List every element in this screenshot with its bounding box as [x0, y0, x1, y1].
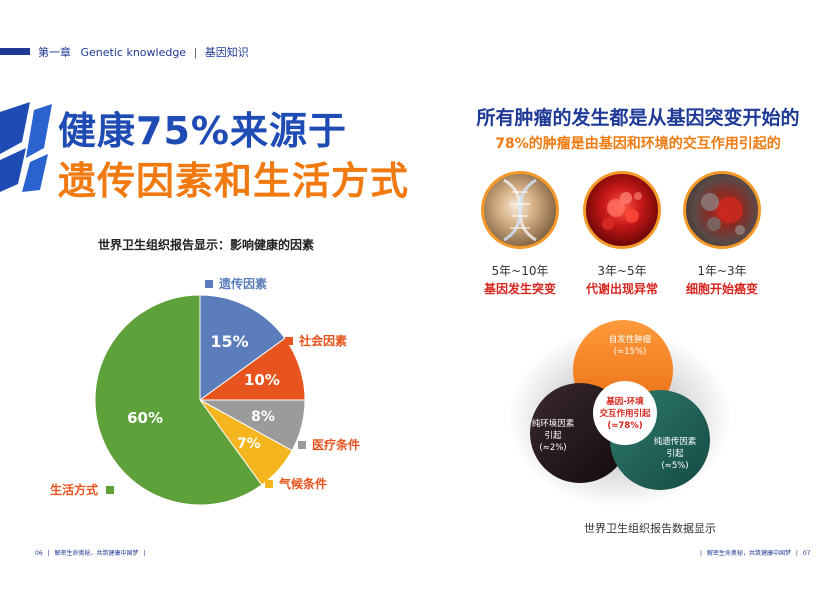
venn-top-line2: (≈15%) — [614, 347, 647, 357]
chapter-number: 第一章 — [38, 46, 71, 59]
legend-lifestyle-label: 生活方式 — [50, 483, 99, 497]
dna-icon — [503, 178, 537, 242]
footer-right-page: 07 — [802, 550, 811, 557]
footer-right: | 解密生命奥秘，共筑健康中国梦 | 07 — [700, 548, 810, 557]
blood-cells-icon — [602, 192, 642, 230]
legend-genetic-swatch — [205, 279, 213, 288]
stage-2-label: 代谢出现异常 — [585, 282, 658, 296]
logo-swoosh-icon — [0, 102, 52, 192]
header-bar — [0, 48, 30, 55]
chapter-chinese: 基因知识 — [204, 46, 249, 59]
legend-social-label: 社会因素 — [299, 334, 348, 348]
footer-left-sep: | — [47, 550, 50, 557]
legend-lifestyle-swatch — [106, 485, 115, 494]
venn-center-line2: 交互作用引起 — [599, 408, 651, 419]
legend-social-swatch — [285, 336, 293, 345]
metabolism-image — [583, 171, 661, 249]
chapter-english: Genetic knowledge — [80, 46, 187, 59]
pie-chart: 15% 10% 8% 7% 60% — [94, 294, 306, 506]
cancer-cell-image — [683, 171, 761, 249]
venn-left-line1: 纯环境因素 — [532, 418, 575, 429]
right-title-line2: 78%的肿瘤是由基因和环境的交互作用引起的 — [495, 136, 781, 152]
venn-right-line3: (≈5%) — [661, 461, 688, 471]
footer-left-text: 解密生命奥秘，共筑健康中国梦 — [54, 550, 139, 557]
venn-center-line3: (≈78%) — [607, 421, 642, 431]
pie-slice-label-3: 7% — [237, 436, 261, 452]
stage-1-time: 5年~10年 — [491, 264, 549, 278]
right-title-line1: 所有肿瘤的发生都是从基因突变开始的 — [476, 107, 800, 129]
legend-medical: 医疗条件 — [298, 436, 360, 453]
legend-social: 社会因素 — [285, 332, 347, 349]
stage-1-label: 基因发生突变 — [483, 282, 556, 296]
legend-lifestyle: 生活方式 — [50, 481, 120, 498]
stage-2-time: 3年~5年 — [597, 264, 647, 278]
venn-left-line3: (≈2%) — [539, 443, 566, 453]
pie-slice-label-0: 15% — [210, 332, 248, 351]
legend-climate-label: 气候条件 — [279, 477, 328, 491]
legend-medical-swatch — [298, 440, 306, 449]
pie-slice-label-1: 10% — [244, 371, 280, 389]
venn-center — [593, 381, 657, 445]
legend-medical-label: 医疗条件 — [312, 438, 361, 452]
main-title-line2: 遗传因素和生活方式 — [58, 159, 410, 203]
pie-slice-4 — [94, 294, 263, 506]
venn-right-line1: 纯遗传因素 — [654, 436, 697, 447]
legend-genetic-label: 遗传因素 — [219, 277, 268, 291]
chapter-header: 第一章 Genetic knowledge | 基因知识 — [38, 44, 249, 60]
pie-slice-0 — [199, 294, 286, 401]
chapter-separator: | — [193, 46, 198, 59]
data-source-caption: 世界卫生组织报告数据显示 — [584, 522, 716, 535]
venn-center-line1: 基因-环境 — [605, 396, 644, 407]
venn-left-line2: 引起 — [544, 431, 562, 441]
footer-right-text: 解密生命奥秘，共筑健康中国梦 — [706, 550, 791, 557]
pie-chart-title: 世界卫生组织报告显示：影响健康的因素 — [98, 238, 315, 252]
legend-genetic: 遗传因素 — [205, 275, 267, 292]
pie-slice-label-4: 60% — [127, 409, 163, 427]
venn-right-line2: 引起 — [666, 449, 684, 459]
cancer-cell-icon — [701, 193, 745, 235]
stage-3-time: 1年~3年 — [697, 264, 747, 278]
gene-mutation-image — [481, 171, 559, 249]
footer-left-sep2: | — [143, 550, 146, 557]
venn-diagram: 自发性肿瘤 (≈15%) 纯环境因素 引起 (≈2%) 纯遗传因素 引起 (≈5… — [508, 320, 732, 508]
legend-climate-swatch — [265, 479, 273, 488]
stage-3-label: 细胞开始癌变 — [685, 282, 758, 296]
legend-climate: 气候条件 — [265, 475, 327, 492]
venn-top-line1: 自发性肿瘤 — [609, 334, 652, 345]
footer-right-sep: | — [700, 550, 703, 557]
main-title-line1: 健康75%来源于 — [58, 109, 347, 153]
footer-left-page: 06 — [35, 550, 43, 557]
pie-slice-label-2: 8% — [251, 409, 275, 425]
footer-left: 06 | 解密生命奥秘，共筑健康中国梦 | — [35, 548, 145, 557]
footer-right-sep2: | — [795, 550, 798, 557]
